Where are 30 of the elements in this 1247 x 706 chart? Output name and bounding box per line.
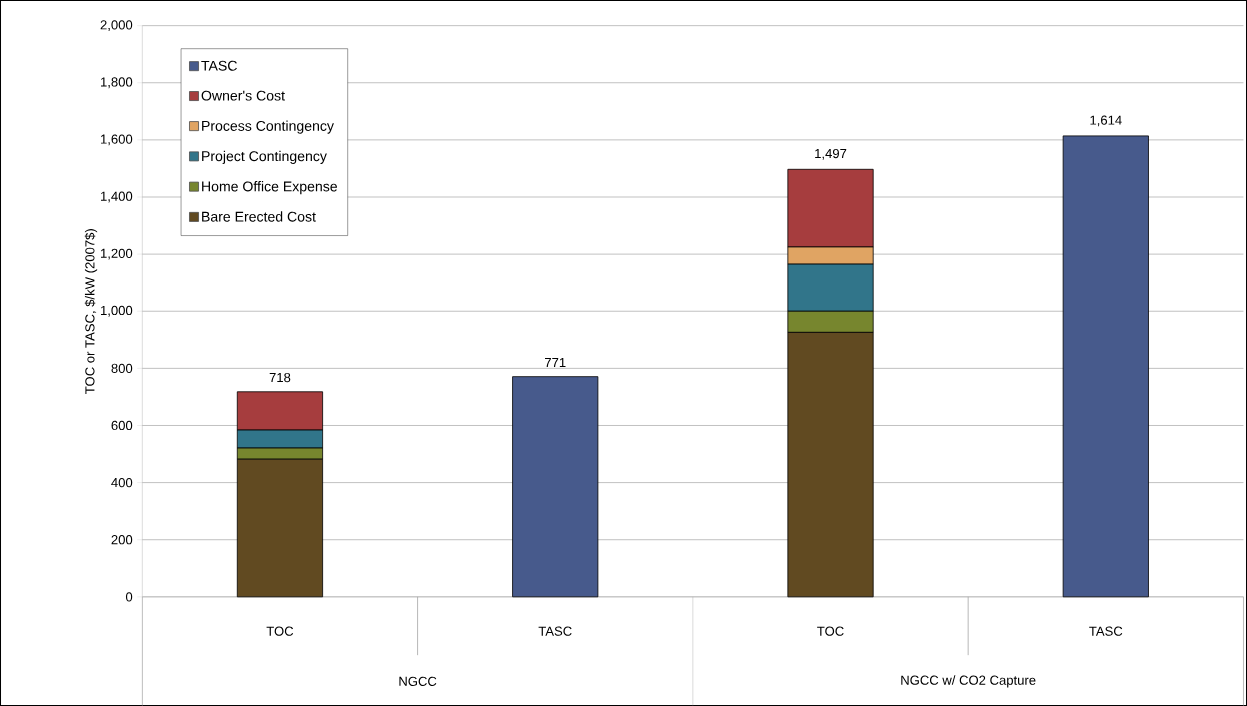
y-tick-label: 1,400	[101, 191, 133, 203]
y-tick-label: 600	[111, 420, 133, 431]
x-tick-label: TASC	[538, 626, 572, 636]
y-tick-label: 0	[125, 592, 133, 602]
x-tick-label: TOC	[266, 626, 294, 636]
y-tick-label: 2,000	[100, 20, 133, 32]
y-tick-label: 1,200	[101, 248, 133, 260]
legend-label: Home Office Expense	[202, 181, 338, 195]
y-axis-title: TOC or TASC, $/kW (2007$)	[84, 229, 98, 394]
y-tick-label: 1,600	[101, 134, 133, 146]
legend-label: Project Contingency	[202, 150, 327, 164]
bar	[1062, 135, 1149, 598]
x-tick-label: TOC	[817, 626, 844, 636]
y-tick-label: 1,800	[101, 77, 133, 89]
y-tick-label: 800	[111, 363, 133, 374]
total-label: 718	[269, 372, 291, 383]
y-tick-label: 400	[111, 477, 133, 488]
y-tick-label: 1,000	[101, 305, 133, 317]
legend-label: TASC	[201, 60, 237, 71]
x-tick-label: TASC	[1089, 626, 1123, 636]
legend-label: Bare Erected Cost	[202, 211, 316, 222]
legend-label: Owner's Cost	[201, 90, 285, 101]
bar	[512, 376, 599, 598]
total-label: 1,614	[1090, 115, 1122, 127]
total-label: 771	[545, 358, 566, 368]
legend-label: Process Contingency	[202, 120, 334, 134]
y-tick-label: 200	[111, 535, 133, 545]
total-label: 1,497	[815, 148, 847, 160]
text: NGCC w/ CO2 Capture	[901, 675, 1036, 688]
text: NGCC	[399, 676, 437, 686]
